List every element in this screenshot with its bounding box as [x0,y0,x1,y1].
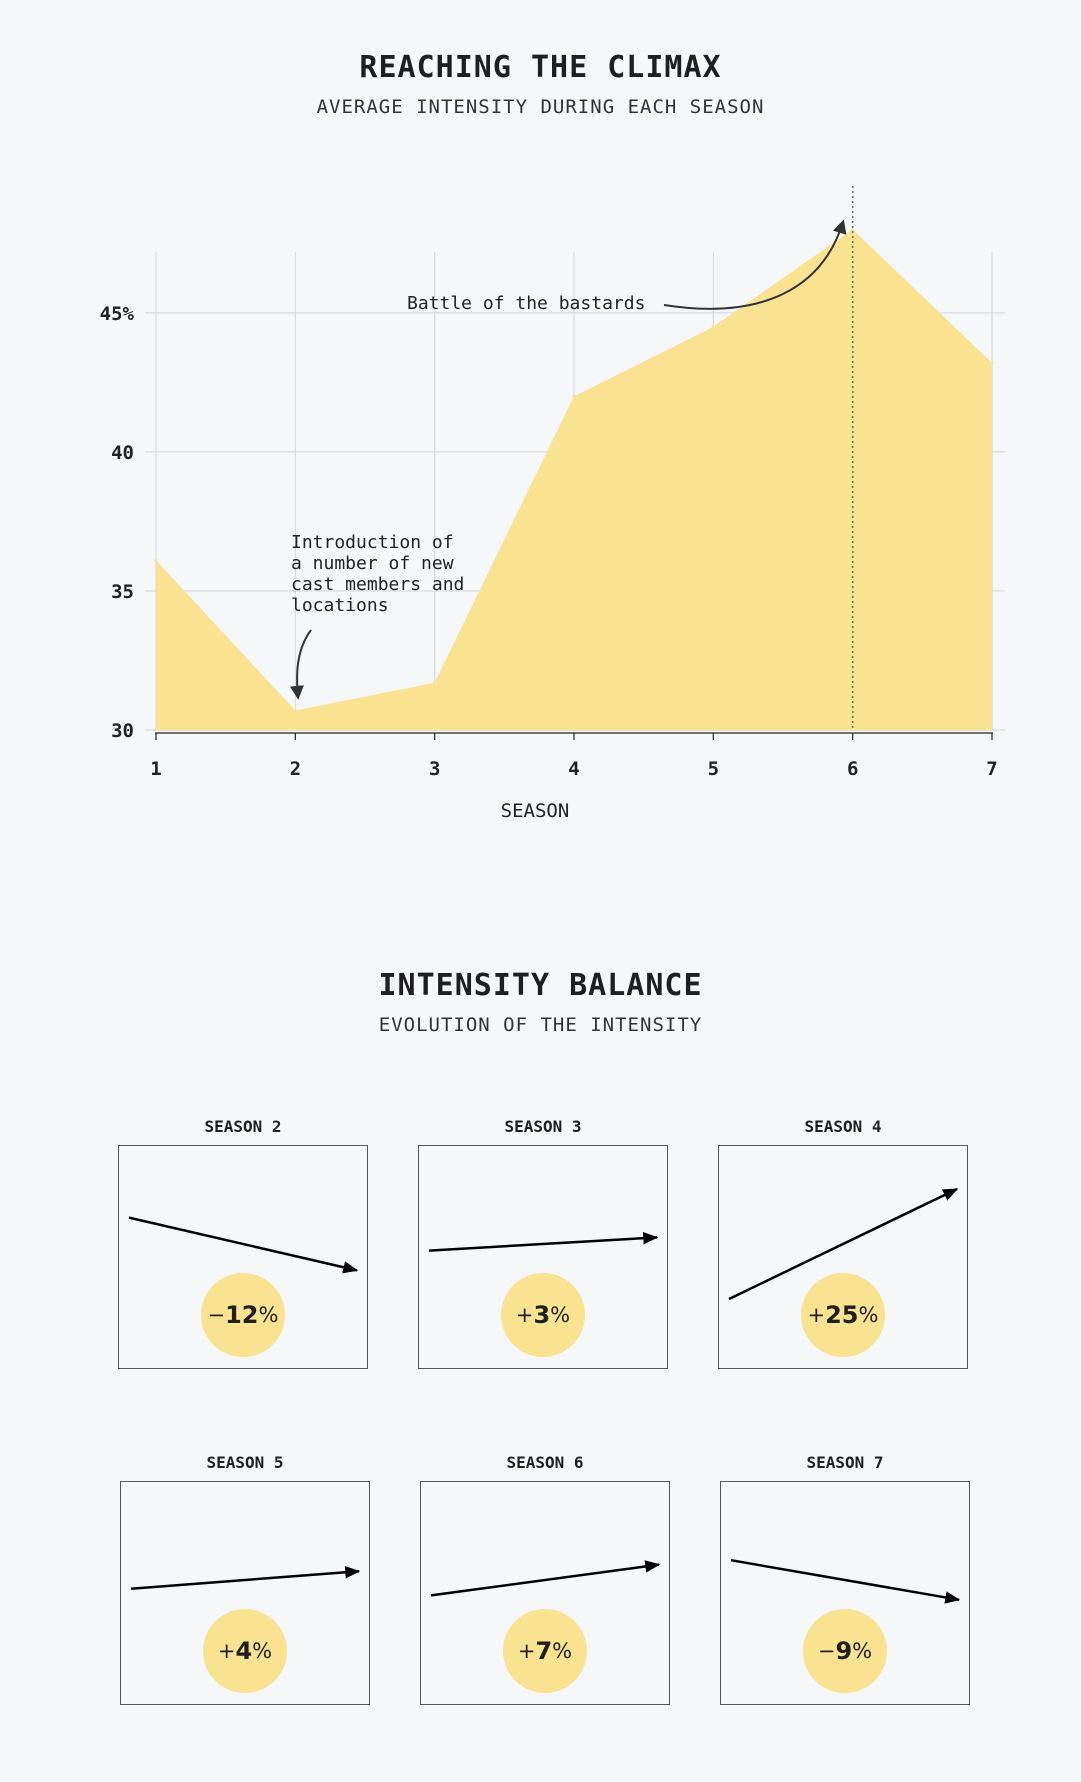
annotation-cast-line: a number of new [291,553,454,574]
x-tick-label-4: 4 [568,758,579,780]
change-unit: % [858,1303,879,1327]
annotation-battle-label: Battle of the bastards [407,293,645,314]
change-value: 9 [835,1637,853,1665]
trend-arrow [730,1558,961,1604]
change-badge: −12% [201,1273,285,1357]
change-value: 3 [533,1301,551,1329]
balance-title: INTENSITY BALANCE [378,968,703,1003]
data-point-season-3 [433,681,437,685]
change-badge: +7% [503,1609,587,1693]
change-sign: + [217,1639,236,1663]
trend-arrow-canvas [130,1566,361,1591]
chart-subtitle: AVERAGE INTENSITY DURING EACH SEASON [316,96,765,118]
change-sign: − [207,1303,226,1327]
change-value: 12 [225,1301,259,1329]
annotation-cast-line: cast members and [291,574,464,595]
x-tick-label-5: 5 [708,758,719,780]
change-badge: +4% [203,1609,287,1693]
y-tick-label: 35 [111,581,134,603]
panel-label: SEASON 2 [204,1117,282,1136]
trend-arrow [430,1560,661,1597]
change-sign: + [515,1303,534,1327]
data-point-season-5 [711,325,715,329]
panel-season-2 [118,1145,368,1369]
change-badge: +3% [501,1273,585,1357]
area-layer [154,186,994,730]
trend-arrow-canvas [728,1187,959,1301]
change-unit: % [258,1303,279,1327]
change-sign: + [807,1303,826,1327]
y-tick-label: 30 [111,720,134,742]
change-value: 7 [535,1637,553,1665]
change-value: 25 [825,1301,859,1329]
panel-season-5 [120,1481,370,1705]
trend-arrow-canvas [128,1216,359,1274]
chart-title: REACHING THE CLIMAX [359,50,722,85]
panel-label: SEASON 3 [504,1117,582,1136]
panel-label: SEASON 4 [804,1117,882,1136]
panel-season-7 [720,1481,970,1705]
change-value: 4 [235,1637,253,1665]
change-unit: % [552,1639,573,1663]
annotation-cast-line: Introduction of [291,532,454,553]
annotation-cast-arrow [290,629,312,700]
annotation-battle-arrow [663,219,847,310]
change-sign: + [517,1639,536,1663]
change-badge: −9% [803,1609,887,1693]
trend-arrow [428,1231,659,1252]
y-tick-label: 40 [111,442,134,464]
change-sign: − [817,1639,836,1663]
trend-arrow [128,1216,359,1274]
trend-arrow [728,1187,959,1301]
data-point-season-6 [851,227,855,231]
panel-season-6 [420,1481,670,1705]
x-tick-label-1: 1 [150,758,161,780]
axis-layer: 30 35 40 45% 1 2 3 4 5 6 7 SEASON [100,303,998,822]
intensity-area [156,229,992,730]
trend-arrow-canvas [430,1560,661,1597]
panel-label: SEASON 6 [506,1453,584,1472]
y-tick-label: 45% [100,303,135,325]
trend-arrow [130,1566,361,1591]
panel-season-3 [418,1145,668,1369]
data-point-season-4 [572,394,576,398]
panel-label: SEASON 5 [206,1453,284,1472]
x-tick-label-7: 7 [986,758,997,780]
annotation-cast-line: locations [291,595,389,616]
panel-season-4 [718,1145,968,1369]
x-tick-label-6: 6 [847,758,858,780]
change-unit: % [852,1639,873,1663]
trend-arrow-canvas [428,1231,659,1252]
x-tick-label-3: 3 [429,758,440,780]
data-point-season-7 [990,361,994,365]
change-unit: % [252,1639,273,1663]
data-point-season-2 [293,709,297,713]
balance-subtitle: EVOLUTION OF THE INTENSITY [378,1014,703,1036]
x-axis-label: SEASON [501,800,570,822]
trend-arrow-canvas [730,1558,961,1604]
area-chart: 30 35 40 45% 1 2 3 4 5 6 7 SEASON Introduction ofa … [100,186,1005,822]
data-point-season-1 [154,558,158,562]
panel-label: SEASON 7 [806,1453,884,1472]
change-unit: % [550,1303,571,1327]
x-tick-label-2: 2 [290,758,301,780]
change-badge: +25% [801,1273,885,1357]
